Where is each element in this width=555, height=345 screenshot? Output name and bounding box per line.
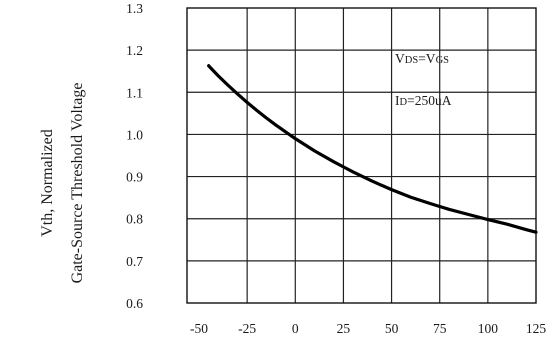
annotation-id: ID=250uA [395, 93, 452, 108]
x-tick-label: 125 [526, 321, 547, 336]
x-tick-label: 0 [292, 321, 299, 336]
y-tick-label: 0.7 [126, 254, 143, 269]
plot-frame [186, 7, 537, 304]
x-tick-labels: -50 -25 0 25 50 75 100 125 [190, 321, 546, 336]
y-axis-label-line1: Vth, Normalized [39, 129, 56, 237]
y-tick-label: 1.1 [126, 85, 143, 100]
y-tick-labels: 1.3 1.2 1.1 1.0 0.9 0.8 0.7 0.6 [126, 1, 143, 311]
x-tick-label: 25 [337, 321, 351, 336]
x-tick-label: 75 [433, 321, 447, 336]
y-tick-label: 1.3 [126, 1, 143, 16]
y-tick-label: 1.0 [126, 127, 143, 142]
x-tick-label: 100 [478, 321, 499, 336]
grid [187, 8, 536, 303]
x-tick-label: -25 [238, 321, 256, 336]
x-tick-label: 50 [385, 321, 399, 336]
annotation-vds-vgs: VDS=VGS [395, 51, 449, 66]
series-line [207, 64, 538, 234]
y-tick-label: 1.2 [126, 43, 143, 58]
y-tick-label: 0.6 [126, 296, 143, 311]
y-axis-label-line2: Gate-Source Threshold Voltage [69, 83, 86, 284]
x-tick-label: -50 [190, 321, 208, 336]
y-tick-label: 0.8 [126, 212, 143, 227]
y-tick-label: 0.9 [126, 170, 143, 185]
